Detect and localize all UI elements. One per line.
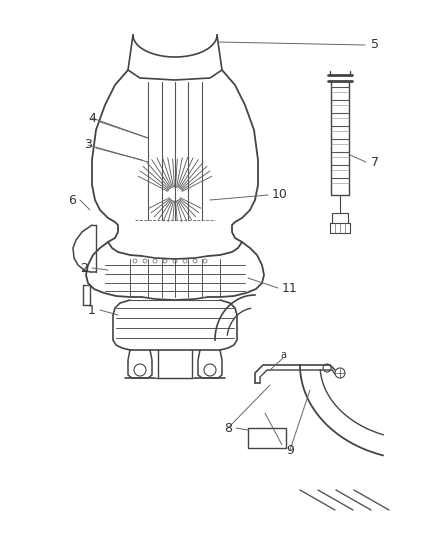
Text: 10: 10 xyxy=(272,189,288,201)
Text: 4: 4 xyxy=(88,111,96,125)
Text: 7: 7 xyxy=(371,156,379,168)
Text: 11: 11 xyxy=(282,281,298,295)
Text: 8: 8 xyxy=(224,422,232,434)
Text: 2: 2 xyxy=(80,262,88,274)
Text: a: a xyxy=(280,350,286,360)
Text: 9: 9 xyxy=(286,443,294,456)
Text: 6: 6 xyxy=(68,193,76,206)
Text: 3: 3 xyxy=(84,139,92,151)
Text: 5: 5 xyxy=(371,38,379,52)
Text: 1: 1 xyxy=(88,303,96,317)
